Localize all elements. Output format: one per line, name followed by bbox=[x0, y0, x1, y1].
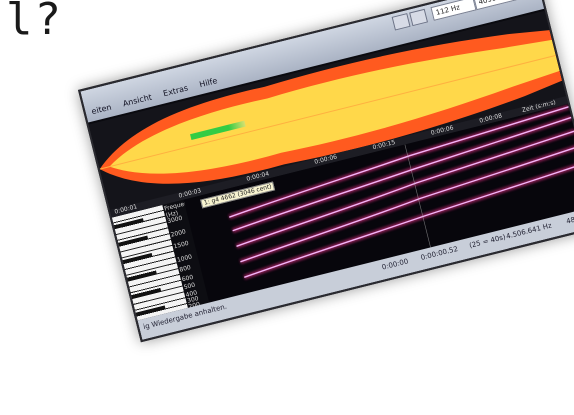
freq-label: 1500 bbox=[172, 239, 190, 251]
freq-label: 1000 bbox=[176, 253, 193, 264]
menu-extras[interactable]: Extras bbox=[162, 83, 189, 99]
partial-question-text: l? bbox=[6, 0, 63, 45]
status-position: (25 = 40s) bbox=[468, 233, 507, 250]
freq-label: 2000 bbox=[170, 228, 187, 239]
status-time-a: 0:00:00 bbox=[381, 257, 410, 272]
menu-edit[interactable]: eiten bbox=[90, 102, 113, 117]
waveform-graphic bbox=[99, 30, 563, 184]
status-time-b: 0:00:00.52 bbox=[419, 244, 459, 262]
spectrogram-panel[interactable] bbox=[183, 103, 574, 303]
status-db: 48.5 dB bbox=[565, 211, 574, 226]
spectrogram-graphic bbox=[228, 104, 574, 280]
freq-label: 800 bbox=[178, 264, 192, 274]
waveform-panel bbox=[88, 10, 567, 214]
menu-help[interactable]: Hilfe bbox=[198, 76, 219, 90]
monitor-screen: 112 Hz 4096 Hz eiten Ansicht Extras Hilf… bbox=[78, 0, 574, 343]
